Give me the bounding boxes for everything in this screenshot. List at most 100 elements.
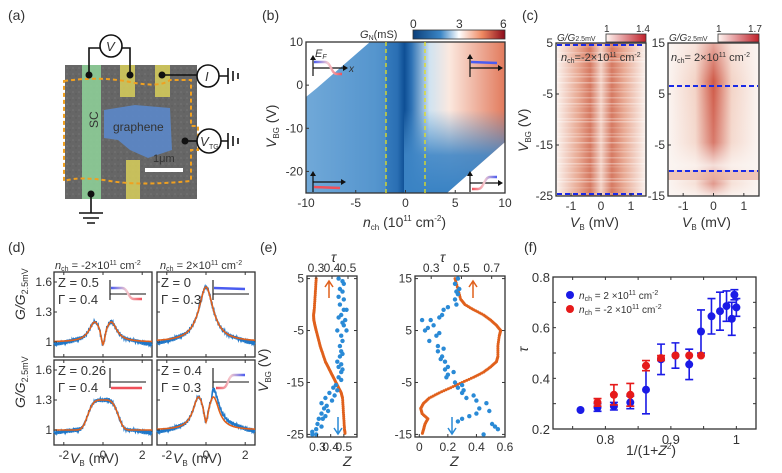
noise-stripe xyxy=(557,178,645,180)
x-axis-label: nch (1011 cm-2) xyxy=(363,214,446,232)
panel-label-d: (d) xyxy=(8,239,25,255)
tau-point xyxy=(496,346,500,350)
fit-curve xyxy=(54,399,152,431)
colorbar-label: GN(mS) xyxy=(360,29,397,42)
tau-point xyxy=(469,376,473,380)
colorbar-tick: 1 xyxy=(604,24,610,35)
z-point xyxy=(336,276,341,281)
tau-point xyxy=(451,385,455,389)
z-point xyxy=(437,330,442,336)
x-tick-label: -10 xyxy=(297,196,315,210)
voltmeter-symbol xyxy=(99,34,123,58)
svg-text:EF: EF xyxy=(315,48,327,61)
z-point xyxy=(474,411,479,416)
z-point xyxy=(452,380,458,385)
z-point xyxy=(341,323,346,328)
annotation-nch: nch= 2×1011 cm-2 xyxy=(671,52,750,65)
y-tick-label: 1.3 xyxy=(35,393,52,407)
top-tick-label: 0.7 xyxy=(483,261,500,275)
z-point xyxy=(445,305,451,310)
noise-stripe xyxy=(557,121,645,123)
top-gate-outline xyxy=(63,77,199,185)
legend-label-negative: nch = -2 ×1011 cm-2 xyxy=(579,304,662,317)
noise-stripe xyxy=(557,106,645,108)
z-point xyxy=(336,364,341,370)
z-point xyxy=(323,395,328,401)
top-axis-label: τ xyxy=(331,249,337,265)
top-tick-label: 0.3 xyxy=(308,261,325,275)
noise-stripe xyxy=(557,88,645,90)
z-point xyxy=(344,307,349,312)
y-tick-label: 1.3 xyxy=(35,305,52,319)
tau-point xyxy=(467,377,471,381)
inset-band-diagram-tl: EF x xyxy=(310,48,355,76)
z-point xyxy=(435,349,441,354)
x-tick-label: 0.9 xyxy=(662,432,680,447)
colorbar-tick: 1.4 xyxy=(636,24,650,35)
panel-f-tau-vs-z: 0.8 0.9 1 0.2 0.4 0.6 0.8 1/(1+Z2) τ nch = 2 ×… xyxy=(515,270,757,458)
tau-point xyxy=(462,379,466,383)
z-point xyxy=(438,356,443,362)
z-point xyxy=(319,401,324,406)
gamma-value: Γ = 0.3 xyxy=(161,292,201,307)
y-tick-label: -25 xyxy=(287,427,305,441)
x-tick-label: 0.4 xyxy=(322,440,339,454)
device-schematic: SC graphene 1μm V I V TG xyxy=(63,34,239,224)
x-tick-label: 0.8 xyxy=(596,432,614,447)
svg-text:x: x xyxy=(348,64,355,75)
z-point xyxy=(459,382,465,388)
x-tick-label: 0.5 xyxy=(335,440,352,454)
noise-stripe xyxy=(557,76,645,78)
z-point xyxy=(335,359,340,364)
fit-curve xyxy=(54,321,152,347)
noise-stripe xyxy=(557,58,645,60)
panel-label-c: (c) xyxy=(522,7,538,23)
contact-bottom xyxy=(126,160,140,199)
tau-point xyxy=(465,378,469,382)
data-point xyxy=(732,303,741,312)
x-tick-label: 2 xyxy=(242,448,249,462)
z-value: Z = 0.5 xyxy=(58,275,99,290)
z-point xyxy=(337,302,343,307)
scale-bar-label: 1μm xyxy=(153,153,175,165)
z-point xyxy=(319,411,324,416)
noise-stripe xyxy=(557,73,645,75)
z-point xyxy=(336,294,341,299)
z-point xyxy=(454,302,459,307)
z-point xyxy=(467,414,472,419)
z-point xyxy=(455,276,461,281)
x-tick-label: 0 xyxy=(402,196,409,210)
sc-label: SC xyxy=(87,111,101,128)
z-point xyxy=(455,419,461,424)
x-tick-label: 0 xyxy=(598,199,605,213)
panel-d-spectra: nch = -2×1011 cm-2 nch = 2×1011 cm-2 Z =… xyxy=(12,260,256,468)
inset-band-profile xyxy=(111,286,142,301)
data-point xyxy=(642,361,650,370)
y-tick-label: -15 xyxy=(536,138,554,152)
noise-stripe xyxy=(557,148,645,150)
noise-stripe xyxy=(557,142,645,144)
x-tick-label: 0.2 xyxy=(440,440,457,454)
noise-stripe xyxy=(557,127,645,129)
y-tick-label: 5 xyxy=(297,272,304,286)
data-point xyxy=(730,290,739,299)
noise-stripe xyxy=(557,166,645,168)
y-tick-label: -20 xyxy=(286,164,304,178)
y-tick-label: 1.6 xyxy=(35,363,52,377)
z-point xyxy=(464,395,469,401)
y-tick-label: 5 xyxy=(658,87,665,101)
z-point xyxy=(455,385,461,390)
top-tick-label: 0.3 xyxy=(423,261,440,275)
x-axis-label: Z xyxy=(342,453,352,469)
z-point xyxy=(442,367,448,372)
z-point xyxy=(435,343,441,349)
tau-point xyxy=(449,386,453,390)
graphene-label: graphene xyxy=(113,120,164,134)
tau-point xyxy=(456,383,460,386)
fit-curve xyxy=(157,396,255,430)
noise-stripe xyxy=(557,133,645,135)
data-point xyxy=(576,406,585,414)
subplot-3: Z = 0.4 Γ = 0.3 -2 0 2 xyxy=(156,359,256,462)
z-point xyxy=(459,390,465,396)
